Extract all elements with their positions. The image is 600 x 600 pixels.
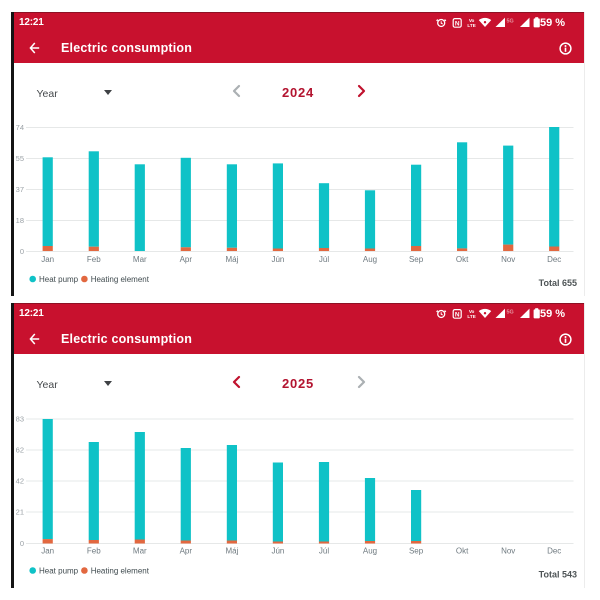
svg-text:Vo: Vo bbox=[469, 309, 475, 314]
svg-text:Heat pump: Heat pump bbox=[39, 567, 79, 576]
svg-text:Okt: Okt bbox=[456, 547, 469, 556]
svg-text:0: 0 bbox=[20, 539, 24, 548]
svg-text:Júl: Júl bbox=[319, 255, 329, 264]
svg-text:74: 74 bbox=[16, 123, 24, 132]
svg-text:42: 42 bbox=[16, 477, 24, 486]
svg-text:Heating element: Heating element bbox=[91, 275, 150, 284]
svg-text:Mar: Mar bbox=[133, 255, 147, 264]
svg-text:Júl: Júl bbox=[319, 547, 329, 556]
svg-text:Heating element: Heating element bbox=[91, 567, 150, 576]
svg-text:Feb: Feb bbox=[87, 255, 101, 264]
svg-text:Apr: Apr bbox=[180, 547, 193, 556]
svg-text:Aug: Aug bbox=[363, 547, 377, 556]
svg-text:0: 0 bbox=[20, 247, 24, 256]
svg-text:Total 655: Total 655 bbox=[539, 278, 577, 288]
svg-text:55: 55 bbox=[16, 154, 24, 163]
svg-text:Vo: Vo bbox=[469, 18, 475, 23]
svg-text:Máj: Máj bbox=[225, 255, 238, 264]
svg-text:Jan: Jan bbox=[41, 255, 54, 264]
svg-text:LTE: LTE bbox=[467, 23, 475, 28]
svg-text:Mar: Mar bbox=[133, 547, 147, 556]
svg-text:LTE: LTE bbox=[467, 314, 475, 319]
svg-text:18: 18 bbox=[16, 216, 24, 225]
svg-text:Sep: Sep bbox=[409, 547, 424, 556]
svg-text:Nov: Nov bbox=[501, 255, 515, 264]
svg-text:37: 37 bbox=[16, 185, 24, 194]
svg-text:Dec: Dec bbox=[547, 547, 561, 556]
svg-text:5G: 5G bbox=[507, 309, 514, 315]
svg-text:Sep: Sep bbox=[409, 255, 424, 264]
svg-text:Máj: Máj bbox=[225, 547, 238, 556]
svg-text:Dec: Dec bbox=[547, 255, 561, 264]
svg-text:Heat pump: Heat pump bbox=[39, 275, 79, 284]
svg-text:Feb: Feb bbox=[87, 547, 101, 556]
svg-text:Aug: Aug bbox=[363, 255, 377, 264]
svg-text:N: N bbox=[455, 311, 460, 318]
svg-text:5G: 5G bbox=[507, 18, 514, 24]
svg-text:Nov: Nov bbox=[501, 547, 515, 556]
svg-text:N: N bbox=[455, 20, 460, 27]
svg-text:Jan: Jan bbox=[41, 547, 54, 556]
svg-text:Jún: Jún bbox=[271, 255, 284, 264]
svg-text:62: 62 bbox=[16, 446, 24, 455]
svg-text:83: 83 bbox=[16, 415, 24, 424]
svg-text:21: 21 bbox=[16, 508, 24, 517]
svg-text:Apr: Apr bbox=[180, 255, 193, 264]
svg-text:Jún: Jún bbox=[271, 547, 284, 556]
svg-text:Okt: Okt bbox=[456, 255, 469, 264]
svg-text:Total 543: Total 543 bbox=[539, 570, 577, 580]
